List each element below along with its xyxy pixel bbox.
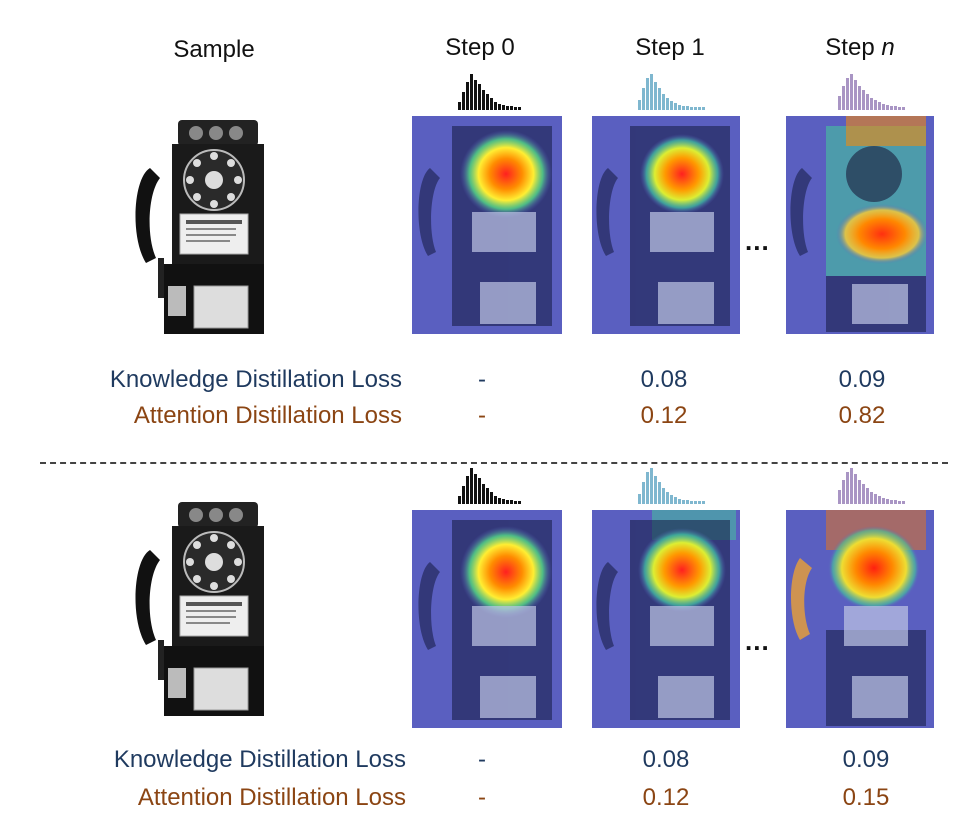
kd-value-row-2-step-1: 0.08 <box>642 746 690 773</box>
kd-value-row-2-step-0: - <box>478 746 486 773</box>
attention-heatmap-step-1 <box>592 116 740 334</box>
ad-value-row-2-step-n: 0.15 <box>842 784 890 811</box>
ad-value-row-2-step-0: - <box>478 784 486 811</box>
attention-heatmap-step-0 <box>412 116 562 334</box>
kd-value-row-1-step-n: 0.09 <box>838 366 886 393</box>
histogram-step-n <box>836 70 912 110</box>
header-step-1: Step 1 <box>635 34 705 61</box>
kd-loss-label-row-1: Knowledge Distillation Loss <box>109 366 402 393</box>
header-sample: Sample <box>173 36 255 63</box>
kd-value-row-1-step-0: - <box>478 366 486 393</box>
attention-heatmap-step-1-row-2 <box>592 510 740 728</box>
histogram-step-n-row-2 <box>836 464 912 504</box>
attention-heatmap-step-0-row-2 <box>412 510 562 728</box>
section-divider <box>40 462 948 464</box>
histogram-step-0-row-2 <box>456 464 528 504</box>
header-step-n-prefix: Step <box>825 34 882 61</box>
kd-value-row-1-step-1: 0.08 <box>640 366 688 393</box>
ad-value-row-2-step-1: 0.12 <box>642 784 690 811</box>
ellipsis-row-2: ... <box>745 626 770 656</box>
ad-loss-label-row-2: Attention Distillation Loss <box>137 784 406 811</box>
ad-value-row-1-step-n: 0.82 <box>838 402 886 429</box>
histogram-step-1-row-2 <box>636 464 712 504</box>
attention-heatmap-step-n <box>786 116 934 334</box>
sample-image-row-2 <box>128 500 268 720</box>
histogram-step-0 <box>456 70 528 110</box>
sample-image <box>128 118 268 338</box>
attention-heatmap-step-n-row-2 <box>786 510 934 728</box>
header-step-0: Step 0 <box>445 34 515 61</box>
kd-loss-label-row-2: Knowledge Distillation Loss <box>113 746 406 773</box>
ad-loss-label-row-1: Attention Distillation Loss <box>133 402 402 429</box>
histogram-step-1 <box>636 70 712 110</box>
header-step-n-var: n <box>881 34 895 61</box>
ellipsis-row-1: ... <box>745 226 770 256</box>
ad-value-row-1-step-1: 0.12 <box>640 402 688 429</box>
kd-value-row-2-step-n: 0.09 <box>842 746 890 773</box>
ad-value-row-1-step-0: - <box>478 402 486 429</box>
header-step-n: Step n <box>780 34 940 62</box>
